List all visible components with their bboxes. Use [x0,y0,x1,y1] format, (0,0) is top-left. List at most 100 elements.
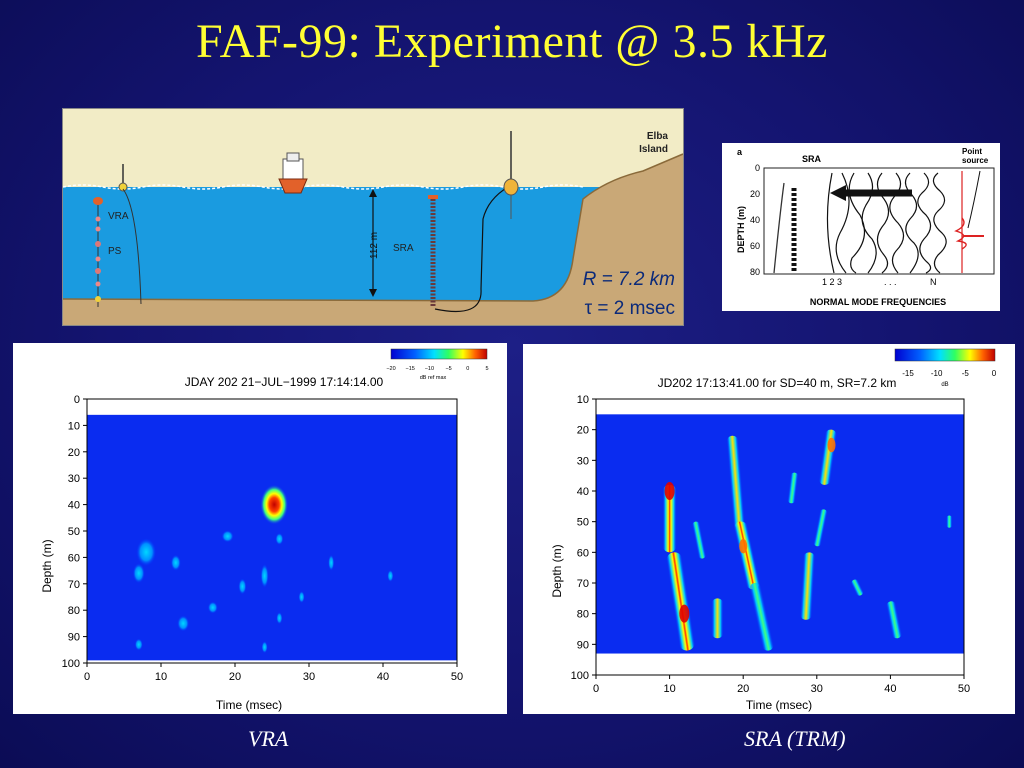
colorbar [894,348,996,362]
chart-title: JDAY 202 21−JUL−1999 17:14:14.00 [185,375,384,389]
arrival-streak [800,552,816,620]
arrival-streak [946,515,953,528]
experiment-scene: Elba Island VRA PS 112 m [62,108,684,326]
seabed [63,154,683,325]
y-tick-label: 30 [68,473,80,485]
y-tick-label: 70 [577,578,589,590]
x-tick-label: 50 [958,683,970,695]
heatmap-patch [238,578,247,595]
y-tick-label: 0 [74,394,80,406]
arrival-streak [851,579,864,596]
heatmap-patch [134,638,143,651]
sra-array [428,131,519,313]
x-tick-label: 0 [84,671,90,683]
mode-shape-curves [826,172,947,274]
heatmap-patch [298,591,305,603]
colorbar-tick: -10 [931,369,943,378]
y-tick-label: 60 [577,547,589,559]
caption-vra: VRA [248,726,289,751]
heatmap-field [596,414,964,654]
slide-title: FAF-99: Experiment @ 3.5 kHz [196,15,828,68]
colorbar-tick: 0 [466,366,469,372]
arrival-streak [813,509,828,547]
arrival-streak [711,598,724,639]
modes-ytick: 80 [750,267,760,277]
colorbar-label: dB [941,382,948,388]
peak-highlight [260,484,289,525]
ship-icon [278,152,308,194]
y-tick-label: 10 [68,420,80,432]
island-label-1: Elba [647,131,669,142]
y-tick-label: 50 [577,517,589,529]
chart-title: JD202 17:13:41.00 for SD=40 m, SR=7.2 km [658,376,897,390]
normal-modes-figure: a DEPTH (m) 0 20 40 60 80 SRA Point [722,143,1000,311]
y-tick-label: 80 [68,605,80,617]
colorbar-tick: -5 [962,369,970,378]
arrival-streak [726,435,746,528]
modes-xlabel: NORMAL MODE FREQUENCIES [810,297,946,307]
colorbar-tick: −20 [386,366,395,372]
peak-highlight [664,482,675,500]
y-tick-label: 90 [68,632,80,644]
y-tick-label: 70 [68,579,80,591]
peak-highlight [739,539,748,554]
y-axis-label: Depth (m) [40,539,54,592]
y-tick-label: 20 [68,447,80,459]
x-tick-label: 40 [377,671,389,683]
depth-label: 112 m [369,232,380,259]
range-label: R = 7.2 km [583,269,675,290]
heatmap-field [87,414,457,661]
y-tick-label: 80 [577,609,589,621]
heatmap-patch [261,641,268,654]
x-tick-label: 0 [593,683,599,695]
heatmap-patch [221,530,234,543]
y-tick-label: 30 [577,455,589,467]
y-tick-label: 100 [571,670,589,682]
point-label: Point [962,147,982,156]
colorbar-tick: −5 [445,366,451,372]
x-tick-label: 10 [663,683,675,695]
vra-label: VRA [108,211,129,222]
colorbar-tick: -15 [902,369,914,378]
arrival-streak [692,521,706,559]
heatmap-patch [132,563,145,584]
modes-ytick: 40 [750,215,760,225]
x-axis-label: Time (msec) [746,698,812,712]
y-tick-label: 40 [577,486,589,498]
y-tick-label: 10 [577,394,589,406]
x-tick-label: 40 [884,683,896,695]
x-tick-label: 50 [451,671,463,683]
vra-array [93,164,142,307]
heatmap-patch [387,569,394,582]
x-tick-label: 30 [811,683,823,695]
colorbar-tick: −15 [406,366,415,372]
colorbar-tick: 5 [485,366,488,372]
arrival-streak [749,582,774,651]
heatmap-patch [276,612,283,625]
arrival-streak [666,552,695,651]
heatmap-patch [170,554,181,571]
modes-ylabel: DEPTH (m) [736,206,746,253]
x-tick-label: 20 [229,671,241,683]
colorbar [390,348,488,360]
panel-letter: a [737,147,743,157]
y-tick-label: 50 [68,526,80,538]
arrival-streak [886,601,902,639]
heatmap-patch [328,554,335,571]
y-tick-label: 100 [62,658,80,670]
peak-highlight [827,437,836,453]
y-tick-label: 90 [577,639,589,651]
x-tick-label: 20 [737,683,749,695]
tau-label: τ = 2 msec [585,298,675,319]
arrival-streak [734,521,760,590]
modes-ytick: 20 [750,189,760,199]
modes-ytick: 60 [750,241,760,251]
caption-sra: SRA (TRM) [744,726,846,751]
arrival-streak [787,472,799,504]
source-label: source [962,156,989,165]
colorbar-tick: 0 [992,369,997,378]
y-tick-label: 40 [68,500,80,512]
colorbar-tick: −10 [425,366,434,372]
heatmap-patch [177,615,190,632]
heatmap-patch [275,532,284,545]
